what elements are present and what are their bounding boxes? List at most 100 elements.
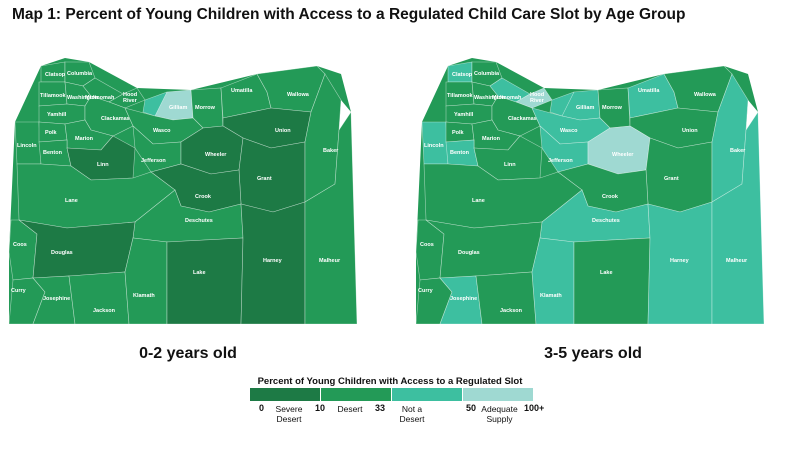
county-label-washington: Washington <box>474 95 506 101</box>
county-label-josephine: Josephine <box>450 296 477 302</box>
county-douglas[interactable] <box>425 219 543 279</box>
legend-title: Percent of Young Children with Access to… <box>257 376 523 387</box>
map-0-2-years: Clatsop Columbia Tillamook Washington Multno… <box>5 52 385 332</box>
county-klamath[interactable] <box>531 237 575 325</box>
county-label-polk: Polk <box>45 130 58 136</box>
county-label-linn: Linn <box>97 162 109 168</box>
county-label-wheeler: Wheeler <box>612 152 634 158</box>
county-label-columbia: Columbia <box>67 71 93 77</box>
county-label-multnomah: Multnomah <box>85 95 115 101</box>
legend-tick-100: 100+ <box>524 403 545 413</box>
county-label-wasco: Wasco <box>560 128 578 134</box>
county-label-wallowa: Wallowa <box>694 92 717 98</box>
county-klamath[interactable] <box>124 237 168 325</box>
county-lake[interactable] <box>573 237 651 325</box>
county-label-linn: Linn <box>504 162 516 168</box>
legend-label-desert: Desert <box>337 404 363 414</box>
legend-swatch-desert <box>321 388 392 401</box>
county-label-union: Union <box>275 128 291 134</box>
county-josephine[interactable] <box>439 275 483 325</box>
county-label-umatilla: Umatilla <box>638 88 660 94</box>
county-label-grant: Grant <box>257 176 272 182</box>
county-grant[interactable] <box>645 137 713 213</box>
legend-tick-50: 50 <box>466 403 477 413</box>
county-label-clackamas: Clackamas <box>508 116 537 122</box>
legend-label-severe: Severe Desert <box>275 404 303 424</box>
county-label-jefferson: Jefferson <box>548 158 573 164</box>
county-label-baker: Baker <box>323 148 339 154</box>
county-label-polk: Polk <box>452 130 465 136</box>
county-lake[interactable] <box>166 237 244 325</box>
legend-label-notdesert: Not a Desert <box>399 404 425 424</box>
county-label-tillamook: Tillamook <box>447 93 474 99</box>
county-label-clatsop: Clatsop <box>452 72 473 78</box>
county-label-curry: Curry <box>418 288 434 294</box>
county-label-lake: Lake <box>193 270 206 276</box>
county-label-baker: Baker <box>730 148 746 154</box>
county-label-umatilla: Umatilla <box>231 88 253 94</box>
county-label-deschutes: Deschutes <box>592 218 620 224</box>
county-label-wallowa: Wallowa <box>287 92 310 98</box>
county-label-jackson: Jackson <box>500 308 523 314</box>
county-label-union: Union <box>682 128 698 134</box>
county-josephine[interactable] <box>32 275 76 325</box>
county-grant[interactable] <box>238 137 306 213</box>
county-label-morrow: Morrow <box>195 105 216 111</box>
county-label-columbia: Columbia <box>474 71 500 77</box>
county-label-douglas: Douglas <box>51 250 73 256</box>
legend-tick-10: 10 <box>315 403 326 413</box>
legend-swatch-notdesert <box>392 388 463 401</box>
county-label-crook: Crook <box>195 194 212 200</box>
page-title: Map 1: Percent of Young Children with Ac… <box>12 6 686 23</box>
legend-swatch-adequate <box>463 388 534 401</box>
county-label-hood-river: Hood River <box>530 92 545 104</box>
county-label-benton: Benton <box>450 150 470 156</box>
county-label-klamath: Klamath <box>133 293 155 299</box>
county-label-malheur: Malheur <box>319 258 341 264</box>
county-label-lincoln: Lincoln <box>17 143 37 149</box>
county-malheur[interactable] <box>304 111 358 325</box>
county-label-gilliam: Gilliam <box>169 105 187 111</box>
county-label-josephine: Josephine <box>43 296 70 302</box>
county-label-clatsop: Clatsop <box>45 72 66 78</box>
county-label-marion: Marion <box>482 136 501 142</box>
county-label-yamhill: Yamhill <box>454 112 474 118</box>
legend-tick-33: 33 <box>375 403 386 413</box>
county-label-hood-river: Hood River <box>123 92 138 104</box>
county-label-multnomah: Multnomah <box>492 95 522 101</box>
legend-label-adequate: Adequate Supply <box>481 404 518 424</box>
map-label-3-5: 3-5 years old <box>544 345 642 362</box>
county-label-coos: Coos <box>420 242 434 248</box>
county-label-malheur: Malheur <box>726 258 748 264</box>
county-label-morrow: Morrow <box>602 105 623 111</box>
county-label-jefferson: Jefferson <box>141 158 166 164</box>
county-label-harney: Harney <box>670 258 690 264</box>
county-label-lane: Lane <box>65 198 78 204</box>
county-label-douglas: Douglas <box>458 250 480 256</box>
map-3-5-years: Clatsop Columbia Tillamook Washington Multno… <box>412 52 792 332</box>
county-label-klamath: Klamath <box>540 293 562 299</box>
county-label-lane: Lane <box>472 198 485 204</box>
county-label-gilliam: Gilliam <box>576 105 594 111</box>
county-hood-river[interactable] <box>515 87 553 109</box>
legend-bar <box>250 388 534 401</box>
county-label-curry: Curry <box>11 288 27 294</box>
county-hood-river[interactable] <box>108 87 146 109</box>
county-jackson[interactable] <box>475 271 537 325</box>
oregon-county-map: Clatsop Columbia Tillamook WashingtonMultno… <box>8 58 358 325</box>
county-douglas[interactable] <box>18 219 136 279</box>
legend-swatch-severe <box>250 388 321 401</box>
county-label-lincoln: Lincoln <box>424 143 444 149</box>
county-label-tillamook: Tillamook <box>40 93 67 99</box>
county-jackson[interactable] <box>68 271 130 325</box>
legend-tick-0: 0 <box>259 403 265 413</box>
county-label-jackson: Jackson <box>93 308 116 314</box>
county-malheur[interactable] <box>711 111 765 325</box>
county-label-washington: Washington <box>67 95 99 101</box>
county-label-harney: Harney <box>263 258 283 264</box>
county-label-lake: Lake <box>600 270 613 276</box>
county-label-clackamas: Clackamas <box>101 116 130 122</box>
county-label-wheeler: Wheeler <box>205 152 227 158</box>
county-label-grant: Grant <box>664 176 679 182</box>
oregon-county-map: Clatsop Columbia Tillamook WashingtonMultno… <box>415 58 765 325</box>
